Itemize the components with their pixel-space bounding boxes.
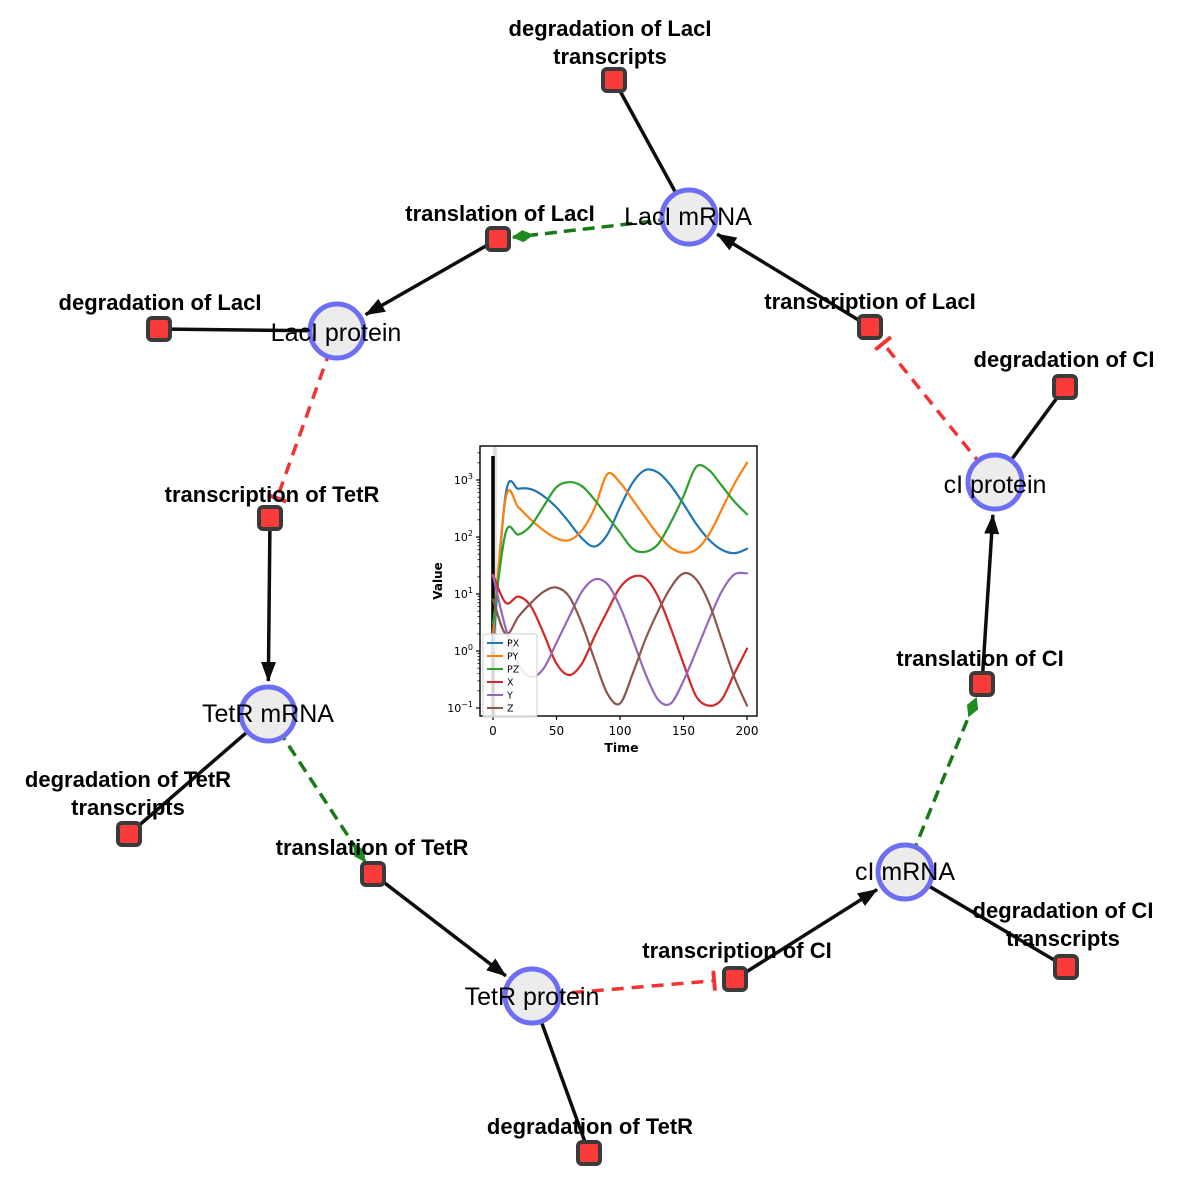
reaction-node-deg-tetr-transcripts — [116, 821, 142, 847]
species-node-tetr-protein — [502, 966, 562, 1026]
legend-item-z: Z — [507, 704, 514, 715]
reaction-node-translation-tetr — [360, 861, 386, 887]
species-label-tetr-protein: TetR protein — [465, 983, 600, 1011]
legend-item-x: X — [507, 678, 514, 689]
species-label-tetr-mrna: TetR mRNA — [202, 700, 334, 728]
labels-layer: LacI mRNA LacI protein TetR mRNA TetR prote… — [25, 16, 1155, 1139]
reaction-label-transcription-tetr: transcription of TetR — [165, 482, 380, 507]
reaction-label-translation-tetr: translation of TetR — [276, 835, 469, 860]
chart-background — [430, 436, 778, 770]
reaction-label-translation-ci: translation of CI — [896, 646, 1063, 671]
chart-legend: PX PY PZ XYZ — [482, 633, 538, 718]
svg-text:101: 101 — [454, 586, 473, 601]
chart-series-z — [491, 571, 749, 707]
reaction-label-transcription-ci: transcription of CI — [642, 938, 831, 963]
species-node-laci-protein — [307, 301, 367, 361]
edge-ci-mrna-deg-ci-transcripts — [904, 870, 1067, 969]
edge-ci-protein-transcription-laci — [874, 335, 997, 484]
svg-text:100: 100 — [454, 643, 473, 658]
reaction-node-transcription-ci — [722, 966, 748, 992]
reaction-label-deg-laci: degradation of LacI — [59, 290, 262, 315]
edge-transcription-tetr-tetr-mrna — [261, 517, 277, 683]
reaction-node-deg-ci-transcripts — [1053, 954, 1079, 980]
nodes-layer — [116, 67, 1079, 1166]
species-label-laci-mrna: LacI mRNA — [624, 203, 752, 231]
reaction-label-deg-ci-transcripts: degradation of CI transcripts — [973, 898, 1154, 951]
svg-text:103: 103 — [454, 472, 473, 487]
reaction-node-deg-laci — [146, 316, 172, 342]
reaction-label-deg-ci: degradation of CI — [974, 347, 1155, 372]
y-axis-label: Value — [431, 562, 445, 600]
edge-laci-protein-transcription-tetr — [266, 330, 339, 504]
species-label-laci-protein: LacI protein — [271, 319, 402, 347]
inset-chart: 0 50 100 150 200Time10−1100101102103ValuePXP… — [430, 436, 778, 770]
species-node-tetr-mrna — [238, 684, 298, 744]
svg-text:102: 102 — [454, 529, 473, 544]
svg-text:100: 100 — [609, 724, 632, 738]
edge-laci-mrna-translation-laci — [511, 215, 690, 243]
edge-tetr-mrna-deg-tetr-transcripts — [127, 712, 270, 836]
y-axis: 10−1 100 101 102 103 Value — [431, 452, 480, 715]
species-node-laci-mrna — [659, 187, 719, 247]
reaction-node-deg-tetr — [576, 1140, 602, 1166]
reaction-node-deg-ci — [1052, 374, 1078, 400]
reaction-label-transcription-laci: transcription of LacI — [764, 289, 975, 314]
edge-transcription-laci-laci-mrna — [716, 232, 871, 329]
legend-item-px: PX — [507, 639, 520, 650]
edge-tetr-protein-transcription-ci — [531, 970, 717, 998]
edge-translation-tetr-tetr-protein — [371, 872, 507, 978]
species-node-ci-mrna — [875, 842, 935, 902]
species-label-ci-protein: cI protein — [944, 471, 1047, 499]
x-axis-label: Time — [604, 740, 638, 755]
species-label-ci-mrna: cI mRNA — [855, 858, 955, 886]
chart-series-px — [491, 468, 749, 653]
reaction-label-deg-tetr: degradation of TetR — [487, 1114, 693, 1139]
edge-translation-laci-laci-protein — [364, 237, 499, 317]
species-node-ci-protein — [965, 452, 1025, 512]
reaction-node-transcription-laci — [857, 314, 883, 340]
reaction-node-transcription-tetr — [257, 505, 283, 531]
chart-series-pz — [491, 463, 749, 625]
reaction-node-translation-laci — [485, 226, 511, 252]
svg-text:200: 200 — [736, 724, 759, 738]
reaction-label-translation-laci: translation of LacI — [405, 201, 594, 226]
svg-text:0: 0 — [489, 724, 497, 738]
x-axis: 0 50 100 150 200 Time — [489, 716, 758, 755]
reaction-node-translation-ci — [969, 671, 995, 697]
chart-frame — [479, 445, 758, 717]
svg-text:50: 50 — [549, 724, 564, 738]
edge-transcription-ci-ci-mrna — [734, 888, 879, 981]
legend-item-y: Y — [506, 691, 513, 702]
svg-text:10−1: 10−1 — [447, 700, 473, 715]
legend-item-py: PY — [507, 652, 519, 663]
reaction-node-deg-laci-transcripts — [601, 67, 627, 93]
svg-text:150: 150 — [672, 724, 695, 738]
edge-ci-mrna-translation-ci — [903, 696, 979, 873]
edge-laci-protein-deg-laci — [158, 327, 338, 333]
reaction-label-deg-laci-transcripts: degradation of LacI transcripts — [509, 16, 712, 69]
edge-translation-ci-ci-protein — [980, 513, 1000, 685]
reaction-label-deg-tetr-transcripts: degradation of TetR transcripts — [25, 767, 231, 820]
legend-item-pz: PZ — [507, 665, 520, 676]
chart-series-x — [491, 573, 749, 707]
chart-series-py — [491, 461, 749, 635]
